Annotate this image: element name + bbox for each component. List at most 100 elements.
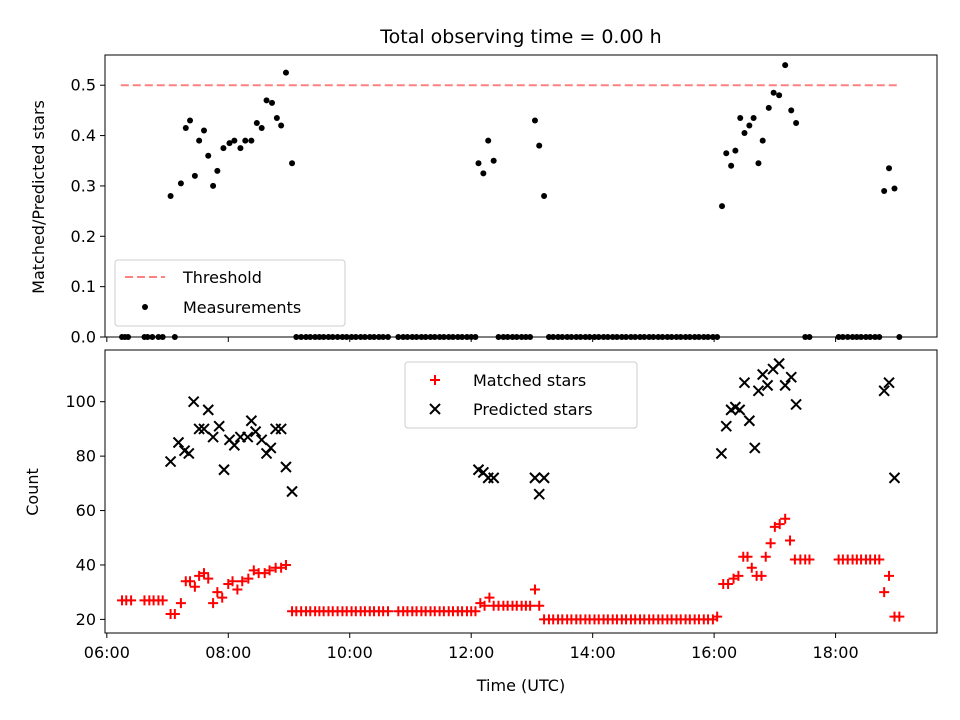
matched-stars-point <box>884 570 895 581</box>
predicted-stars-point <box>249 425 262 438</box>
matched-stars-point <box>280 559 291 570</box>
legend-measurements-swatch <box>142 304 148 310</box>
measurement-point <box>242 137 249 144</box>
predicted-stars-point <box>228 439 241 451</box>
predicted-stars-point <box>738 376 751 389</box>
measurement-point <box>269 99 276 106</box>
matched-stars-point <box>157 595 168 606</box>
legend-matched-label: Matched stars <box>473 371 586 390</box>
ratio-legend: Threshold Measurements <box>114 259 346 327</box>
x-tick-label: 14:00 <box>570 643 616 662</box>
matched-stars-point <box>712 611 723 622</box>
measurement-point <box>200 127 207 134</box>
measurement-point <box>732 147 739 154</box>
matched-stars-point <box>760 551 771 562</box>
matched-stars-point <box>264 565 275 576</box>
matched-stars-point <box>804 554 815 565</box>
matched-stars-point <box>723 579 734 590</box>
matched-stars-point <box>894 611 905 622</box>
measurement-point <box>182 125 189 132</box>
measurement-point <box>237 145 244 152</box>
legend-predicted-swatch <box>429 403 441 415</box>
predicted-stars-point <box>164 455 177 468</box>
predicted-stars-point <box>878 385 890 397</box>
predicted-stars-point <box>756 368 769 381</box>
predicted-stars-point <box>487 472 500 484</box>
matched-stars-point <box>470 606 481 617</box>
measurement-point <box>793 119 800 126</box>
predicted-stars-point <box>733 404 746 416</box>
y-tick-label: 0.4 <box>71 126 96 145</box>
measurement-point <box>273 114 280 121</box>
matched-stars-point <box>785 535 796 546</box>
measurement-point <box>750 114 757 121</box>
measurement-point <box>719 203 726 210</box>
matched-stars-point <box>203 573 214 584</box>
matched-stars-point <box>185 576 196 587</box>
y-tick-label: 40 <box>76 555 96 574</box>
matched-stars-point <box>742 551 753 562</box>
x-tick-label: 12:00 <box>448 643 494 662</box>
predicted-stars-point <box>533 488 545 500</box>
measurement-point <box>187 117 194 124</box>
predicted-stars-point <box>213 420 225 432</box>
measurement-point <box>770 89 777 96</box>
ratio-y-axis-label: Matched/Predicted stars <box>29 100 48 294</box>
predicted-stars-point <box>720 420 732 432</box>
measurement-point <box>776 92 783 99</box>
measurement-point <box>765 104 772 111</box>
measurement-point <box>210 182 217 189</box>
predicted-stars-point <box>538 472 550 484</box>
plot-frame <box>104 54 938 338</box>
x-tick-label: 16:00 <box>691 643 737 662</box>
matched-stars-point <box>484 592 495 603</box>
y-tick-label: 0.5 <box>71 76 96 95</box>
matched-stars-point <box>756 570 767 581</box>
matched-stars-point <box>189 581 200 592</box>
matched-stars-point <box>774 519 785 530</box>
y-tick-label: 0.1 <box>71 277 96 296</box>
legend-threshold-label: Threshold <box>182 268 262 287</box>
x-tick-label: 10:00 <box>327 643 373 662</box>
legend-frame <box>404 361 638 429</box>
predicted-stars-point <box>183 447 195 460</box>
predicted-stars-point <box>743 415 756 427</box>
measurement-point <box>759 137 766 144</box>
measurement-point <box>475 160 482 167</box>
predicted-stars-point <box>172 436 185 449</box>
matched-stars-point <box>175 598 186 609</box>
predicted-stars-point <box>773 357 785 370</box>
matched-stars-point <box>169 608 180 619</box>
matched-stars-point <box>383 606 394 617</box>
predicted-stars-point <box>275 423 287 435</box>
measurement-point <box>289 160 296 167</box>
predicted-stars-point <box>752 385 765 397</box>
measurement-point <box>746 122 753 129</box>
predicted-stars-point <box>883 376 895 389</box>
predicted-stars-point <box>242 431 254 443</box>
predicted-stars-point <box>202 404 214 416</box>
matched-stars-point <box>733 570 744 581</box>
measurement-point <box>490 157 497 164</box>
matched-stars-point <box>780 513 791 524</box>
predicted-stars-point <box>245 415 258 427</box>
measurement-point <box>220 145 227 152</box>
predicted-stars-point <box>715 447 728 460</box>
legend-matched-swatch <box>430 375 440 385</box>
matched-stars-point <box>746 562 757 573</box>
matched-stars-point <box>765 538 776 549</box>
predicted-stars-point <box>785 371 797 383</box>
measurement-point <box>231 137 238 144</box>
y-tick-label: 100 <box>65 392 96 411</box>
count-panel: 20 40 60 80 100 06:00 08:00 10:00 12:00 14:00 16:0… <box>65 349 938 662</box>
ratio-panel: 0.0 0.1 0.2 0.3 0.4 0.5 Threshold Measurements <box>71 54 938 347</box>
y-tick-label: 0.2 <box>71 227 96 246</box>
matched-stars-point <box>208 598 219 609</box>
predicted-stars-point <box>286 485 298 498</box>
measurement-point <box>891 185 898 192</box>
predicted-stars-point <box>193 423 205 435</box>
predicted-stars-point <box>218 464 230 476</box>
predicted-stars-point <box>207 431 219 443</box>
matched-stars-point <box>217 592 228 603</box>
